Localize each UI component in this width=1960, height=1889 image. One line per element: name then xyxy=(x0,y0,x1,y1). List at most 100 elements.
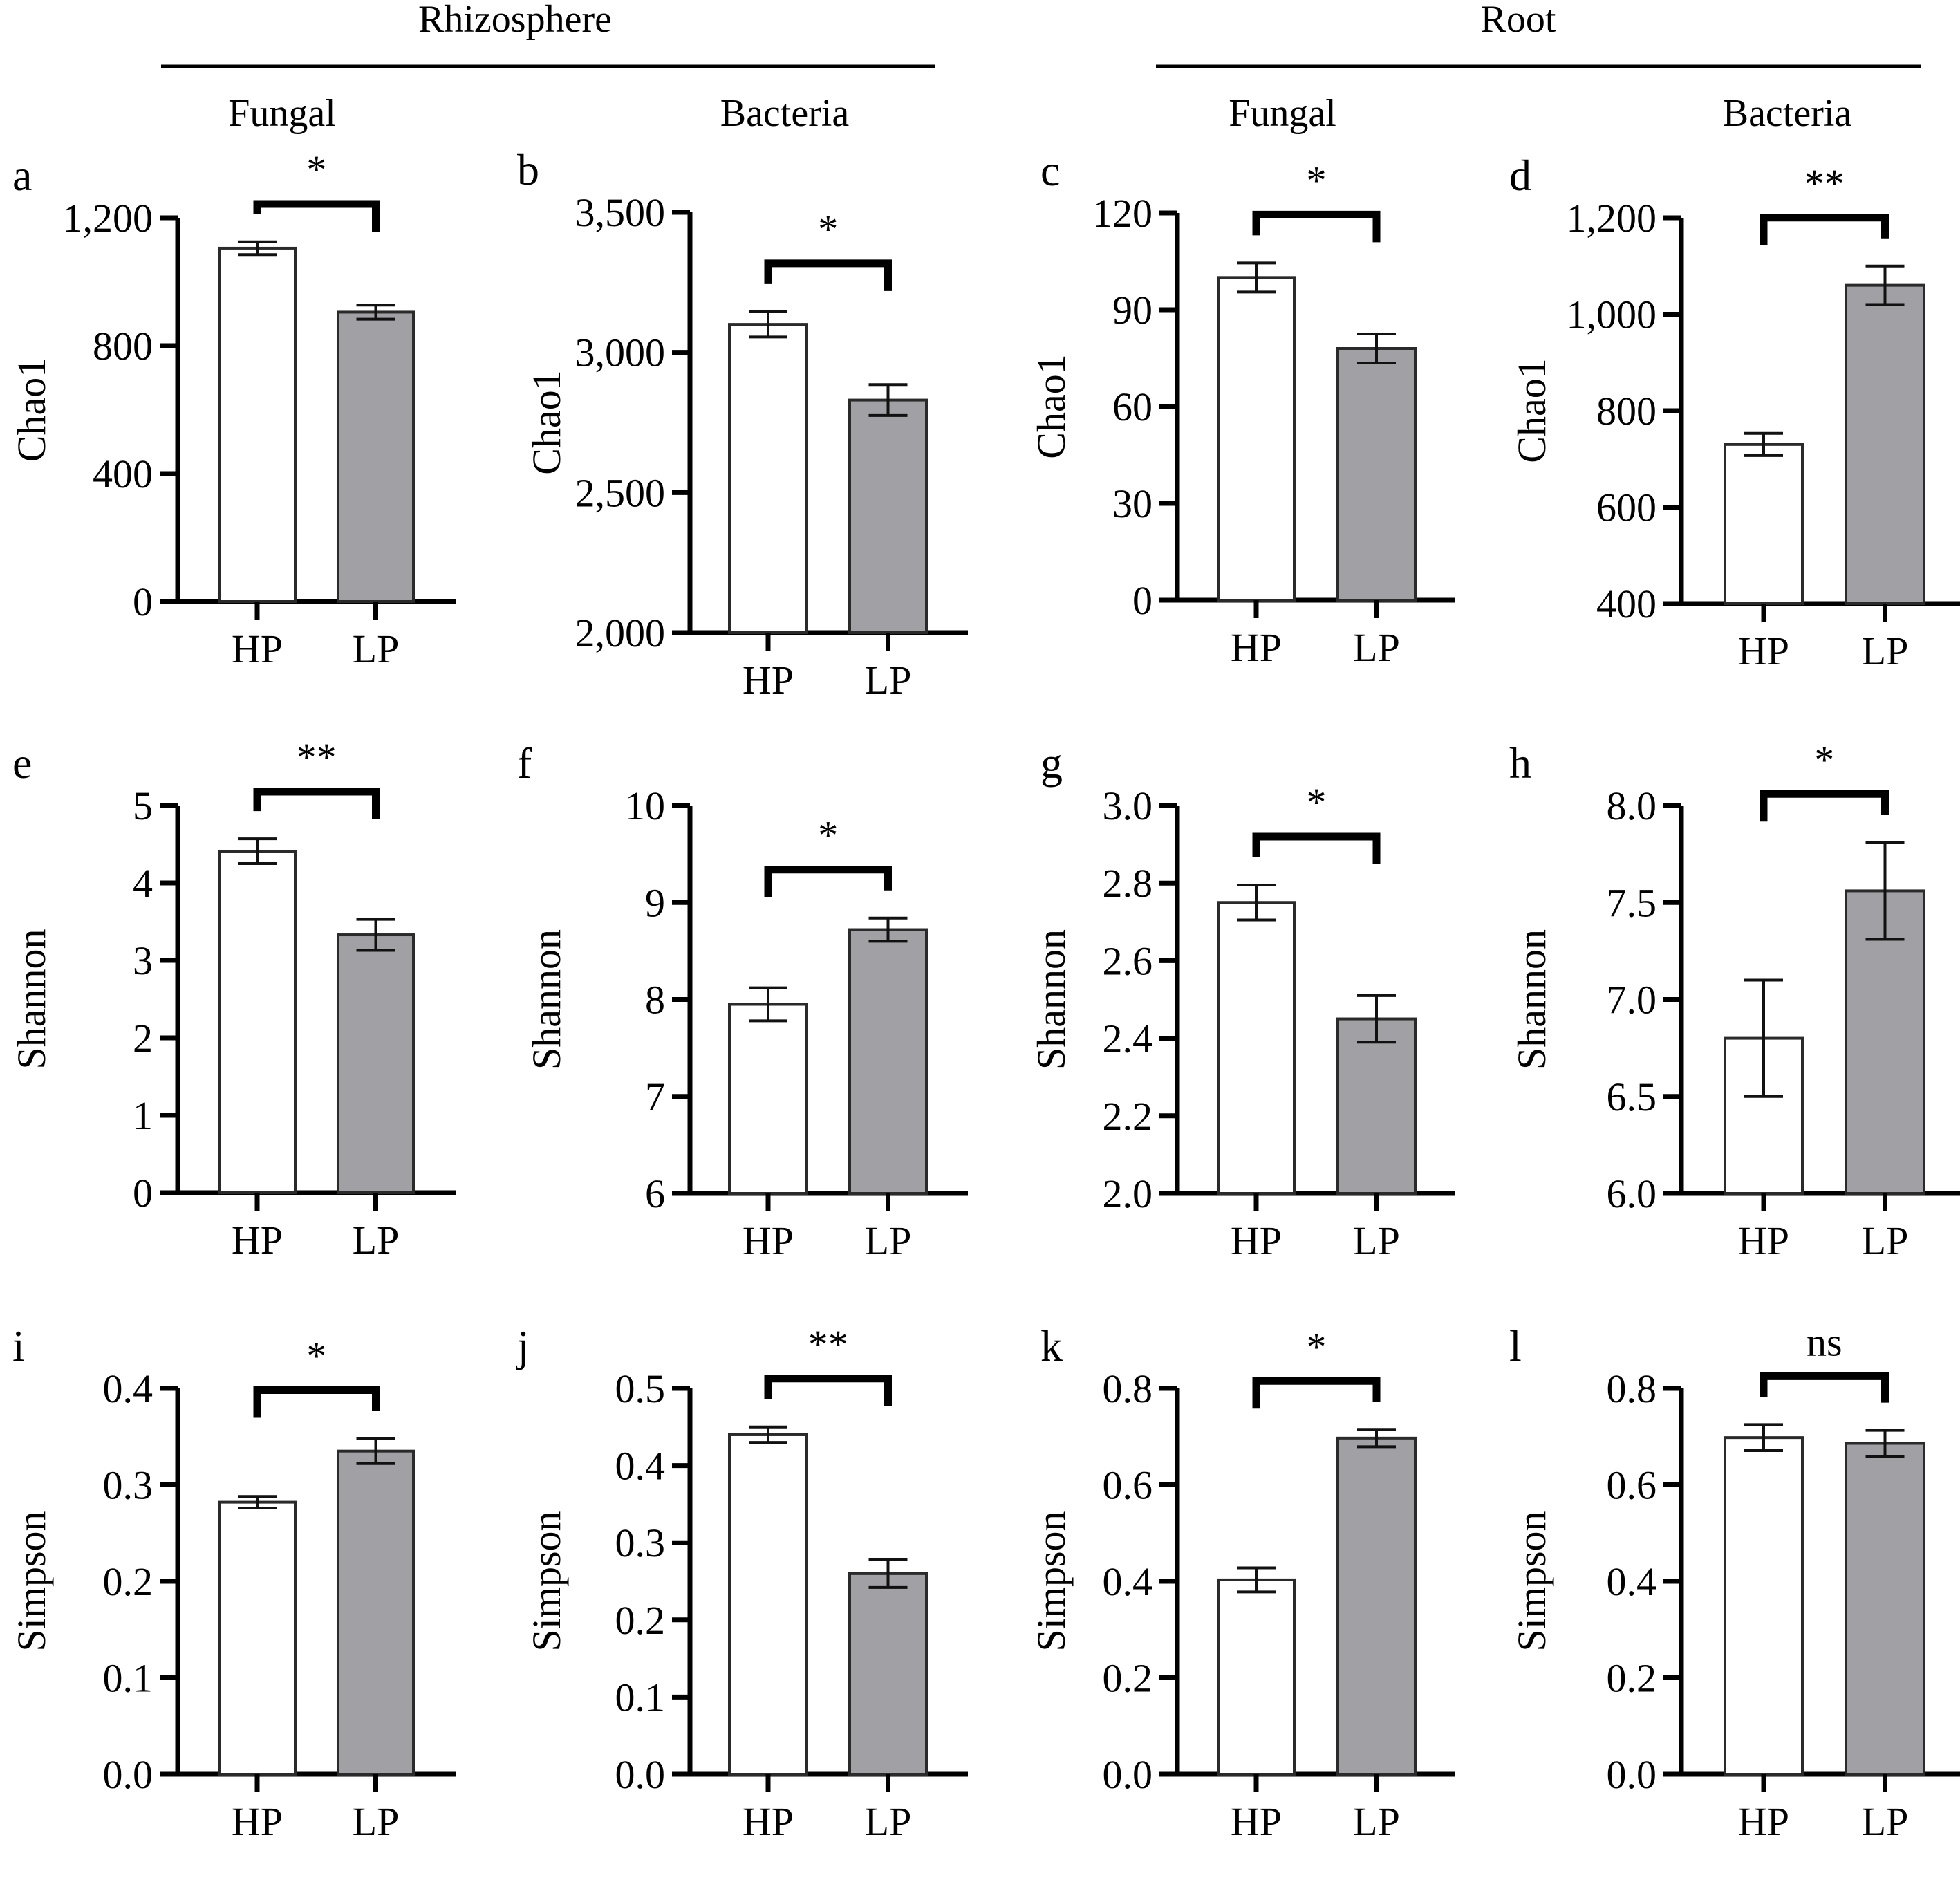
y-tick-label: 1,000 xyxy=(1567,292,1657,337)
y-tick-label: 3,500 xyxy=(575,190,666,235)
y-tick-label: 2.0 xyxy=(1103,1171,1153,1216)
panel-g: g Shannon 2.0 2.2 2.4 2.6 2.8 3.0 HP LP * xyxy=(1029,738,1455,1263)
significance-bracket xyxy=(1760,1372,1889,1403)
significance-bracket xyxy=(1252,210,1381,243)
panel-a: a Chao1 0 400 800 1,200 HP LP * xyxy=(9,147,456,671)
significance-label: ** xyxy=(1804,161,1845,206)
y-tick-label: 120 xyxy=(1092,191,1152,236)
x-tick-label: LP xyxy=(353,1218,400,1263)
x-tick-label: LP xyxy=(1353,625,1400,670)
significance-bracket xyxy=(1252,832,1381,865)
y-tick-label: 90 xyxy=(1112,288,1152,333)
y-tick-label: 0.8 xyxy=(1607,1366,1657,1411)
y-tick-label: 10 xyxy=(625,783,665,828)
y-tick-label: 5 xyxy=(133,783,153,828)
y-tick-label: 0.4 xyxy=(615,1444,666,1489)
column-label-rhizosphere-bacteria: Bacteria xyxy=(720,92,850,135)
y-tick-label: 2.8 xyxy=(1103,861,1153,906)
y-axis-label: Shannon xyxy=(9,929,54,1070)
y-axis-label: Shannon xyxy=(1029,929,1074,1070)
y-tick-label: 400 xyxy=(1596,581,1656,626)
group-label-rhizosphere: Rhizosphere xyxy=(418,0,612,41)
bar-hp xyxy=(728,1433,808,1776)
y-tick-label: 4 xyxy=(133,861,153,906)
y-tick-label: 0.6 xyxy=(1607,1463,1657,1508)
x-tick-label: HP xyxy=(743,658,794,702)
bar-lp xyxy=(1336,1436,1417,1776)
y-tick-label: 6 xyxy=(645,1171,665,1216)
x-tick-label: LP xyxy=(865,1799,912,1844)
significance-label: * xyxy=(818,207,838,252)
y-tick-label: 3 xyxy=(133,938,153,983)
panel-letter: l xyxy=(1509,1321,1522,1370)
y-tick-label: 2.6 xyxy=(1103,938,1153,983)
y-tick-label: 8 xyxy=(645,978,665,1023)
y-axis-label: Shannon xyxy=(1509,929,1554,1070)
significance-label: * xyxy=(1307,158,1327,203)
bar-hp xyxy=(1217,276,1296,602)
y-tick-label: 400 xyxy=(93,452,153,496)
y-tick-label: 0.0 xyxy=(1103,1752,1153,1797)
y-tick-label: 0.2 xyxy=(615,1598,666,1643)
x-tick-label: LP xyxy=(1862,1799,1909,1844)
significance-bracket xyxy=(764,259,892,291)
y-tick-label: 0.2 xyxy=(1103,1656,1153,1701)
y-tick-label: 6.5 xyxy=(1607,1074,1657,1119)
bar-hp xyxy=(728,1003,808,1195)
panel-e: e Shannon 0 1 2 3 4 5 HP LP ** xyxy=(9,735,456,1263)
x-tick-label: LP xyxy=(1353,1218,1400,1263)
panel-letter: i xyxy=(12,1321,25,1370)
bar-lp xyxy=(1336,1017,1417,1195)
y-tick-label: 0.0 xyxy=(103,1752,153,1797)
panel-letter: d xyxy=(1509,151,1531,200)
panel-letter: e xyxy=(12,738,32,788)
bar-hp xyxy=(728,323,808,634)
y-tick-label: 0 xyxy=(1132,578,1152,623)
significance-bracket xyxy=(764,866,892,897)
y-tick-label: 8.0 xyxy=(1607,783,1657,828)
y-tick-label: 0 xyxy=(133,579,153,624)
panel-j: j Simpson 0.0 0.1 0.2 0.3 0.4 0.5 HP LP ** xyxy=(516,1321,968,1844)
panel-letter: b xyxy=(517,145,539,194)
bar-lp xyxy=(1845,1442,1925,1776)
y-tick-label: 0 xyxy=(133,1171,153,1216)
significance-label: ** xyxy=(297,735,337,780)
panel-c: c Chao1 0 30 60 90 120 HP LP * xyxy=(1029,146,1455,670)
group-label-root: Root xyxy=(1481,0,1556,41)
y-axis-label: Simpson xyxy=(524,1511,569,1651)
bar-hp xyxy=(218,1500,297,1776)
significance-label: * xyxy=(306,147,326,192)
panel-k: k Simpson 0.0 0.2 0.4 0.6 0.8 HP LP * xyxy=(1029,1321,1455,1844)
bar-lp xyxy=(337,310,415,603)
x-tick-label: HP xyxy=(1738,1799,1789,1844)
x-tick-label: HP xyxy=(232,1799,283,1844)
y-tick-label: 0.3 xyxy=(103,1463,153,1508)
significance-bracket xyxy=(1760,790,1889,822)
significance-bracket xyxy=(1760,214,1889,245)
y-tick-label: 0.2 xyxy=(103,1559,153,1604)
figure-header: Rhizosphere Root Fungal Bacteria Fungal … xyxy=(161,0,1921,135)
y-tick-label: 7.0 xyxy=(1607,978,1657,1023)
y-tick-label: 0.6 xyxy=(1103,1463,1153,1508)
x-tick-label: LP xyxy=(353,626,400,671)
panel-i: i Simpson 0.0 0.1 0.2 0.3 0.4 HP LP * xyxy=(9,1321,456,1844)
bar-hp xyxy=(218,850,297,1194)
bar-hp xyxy=(1724,443,1804,606)
x-tick-label: HP xyxy=(743,1799,794,1844)
panel-letter: f xyxy=(517,738,532,788)
bar-hp xyxy=(218,246,297,603)
panel-l: l Simpson 0.0 0.2 0.4 0.6 0.8 HP LP ns xyxy=(1509,1319,1960,1844)
significance-label: * xyxy=(1814,737,1834,782)
x-tick-label: HP xyxy=(1231,625,1282,670)
x-tick-label: HP xyxy=(232,626,283,671)
significance-bracket xyxy=(764,1375,892,1406)
x-tick-label: LP xyxy=(353,1799,400,1844)
significance-label: ** xyxy=(808,1322,848,1367)
y-tick-label: 3.0 xyxy=(1103,783,1153,828)
significance-label: * xyxy=(306,1334,326,1379)
x-tick-label: HP xyxy=(743,1218,794,1263)
y-tick-label: 2.2 xyxy=(1103,1094,1153,1139)
y-tick-label: 60 xyxy=(1112,384,1152,429)
bar-lp xyxy=(848,928,928,1195)
y-axis-label: Shannon xyxy=(524,929,569,1070)
